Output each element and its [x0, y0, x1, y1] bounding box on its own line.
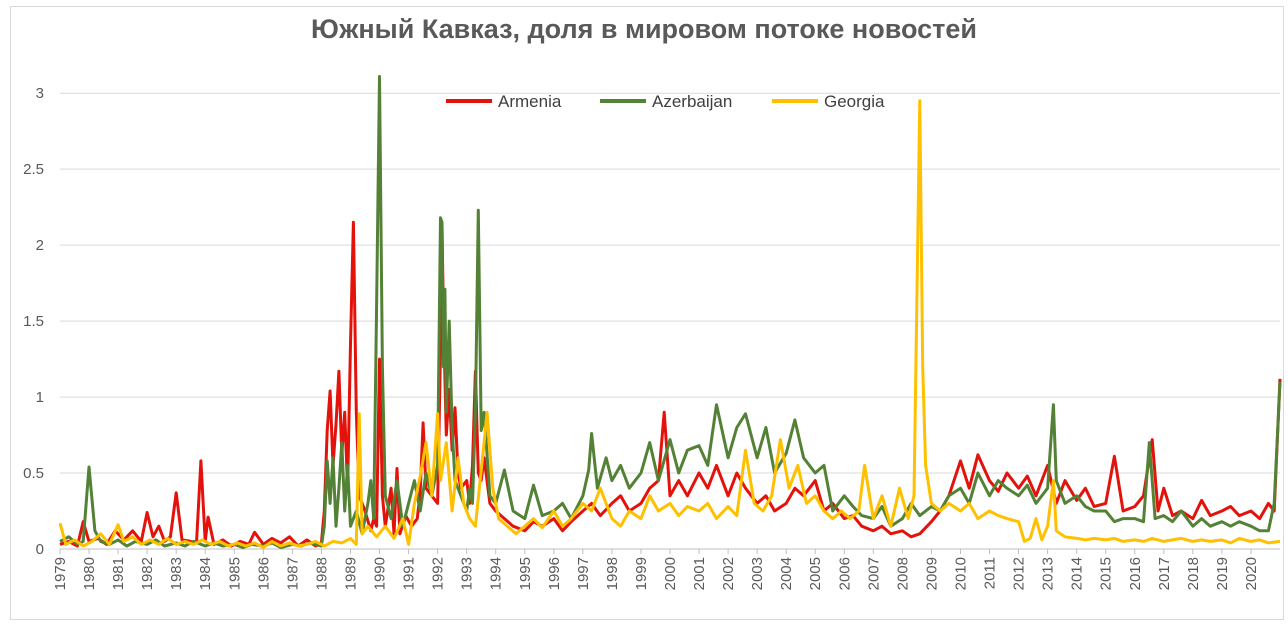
x-tick-label: 2013 [1040, 557, 1057, 590]
x-tick-label: 2009 [923, 557, 940, 590]
x-tick-label: 1993 [459, 557, 476, 590]
x-tick-label: 2016 [1127, 557, 1144, 590]
x-tick-label: 2017 [1156, 557, 1173, 590]
x-tick-label: 1982 [139, 557, 156, 590]
series-lines [58, 75, 1282, 549]
x-tick-label: 1989 [342, 557, 359, 590]
series-line-georgia [58, 99, 1281, 549]
x-tick-label: 2011 [982, 557, 999, 589]
legend-label-georgia: Georgia [824, 92, 885, 111]
x-tick-label: 2004 [778, 557, 795, 590]
gridlines [60, 92, 1280, 550]
x-tick-label: 2005 [807, 557, 824, 590]
y-tick-label: 0 [36, 541, 44, 558]
x-tick-label: 1987 [284, 557, 301, 590]
x-tick-label: 2007 [865, 557, 882, 590]
x-tick-label: 1983 [168, 557, 185, 590]
chart-frame [10, 6, 1284, 620]
chart-title: Южный Кавказ, доля в мировом потоке ново… [311, 14, 977, 44]
x-tick-label: 1996 [546, 557, 563, 590]
y-tick-label: 3 [36, 85, 44, 102]
y-tick-label: 1 [36, 389, 44, 406]
x-tick-label: 2012 [1011, 557, 1028, 590]
y-tick-label: 1.5 [23, 313, 44, 330]
legend-label-armenia: Armenia [498, 92, 562, 111]
x-tick-label: 2020 [1243, 557, 1260, 590]
legend: Armenia Azerbaijan Georgia [446, 92, 885, 111]
x-axis: 1979 1980 1981 1982 1983 1984 1985 1986 1987 1988… [52, 548, 1280, 590]
x-tick-label: 1999 [633, 557, 650, 590]
x-tick-label: 1988 [313, 557, 330, 590]
x-tick-label: 1980 [81, 557, 98, 590]
x-tick-label: 1991 [401, 557, 418, 590]
x-tick-label: 1985 [226, 557, 243, 590]
x-tick-label: 1995 [517, 557, 534, 590]
x-tick-label: 2000 [662, 557, 679, 590]
series-line-armenia [59, 220, 1282, 548]
x-tick-label: 2001 [691, 557, 708, 590]
y-axis: 0 0.5 1 1.5 2 2.5 3 [23, 85, 44, 558]
x-tick-label: 2018 [1185, 557, 1202, 590]
x-tick-label: 1994 [488, 557, 505, 590]
x-tick-label: 1986 [255, 557, 272, 590]
y-tick-label: 2 [36, 237, 44, 254]
x-tick-label: 1984 [197, 557, 214, 590]
x-tick-label: 2008 [894, 557, 911, 590]
y-tick-label: 2.5 [23, 161, 44, 178]
x-tick-label: 2014 [1069, 557, 1086, 590]
legend-label-azerbaijan: Azerbaijan [652, 92, 732, 111]
y-tick-label: 0.5 [23, 465, 44, 482]
x-tick-label: 1992 [430, 557, 447, 590]
x-tick-label: 1998 [604, 557, 621, 590]
x-tick-label: 1997 [575, 557, 592, 590]
x-tick-label: 2010 [952, 557, 969, 590]
x-tick-label: 2015 [1098, 557, 1115, 590]
x-tick-label: 2002 [720, 557, 737, 590]
x-tick-label: 1979 [52, 557, 69, 590]
x-tick-label: 2003 [749, 557, 766, 590]
x-tick-label: 1981 [110, 557, 127, 590]
x-tick-label: 2006 [836, 557, 853, 590]
x-tick-label: 2019 [1214, 557, 1231, 590]
x-tick-label: 1990 [372, 557, 389, 590]
